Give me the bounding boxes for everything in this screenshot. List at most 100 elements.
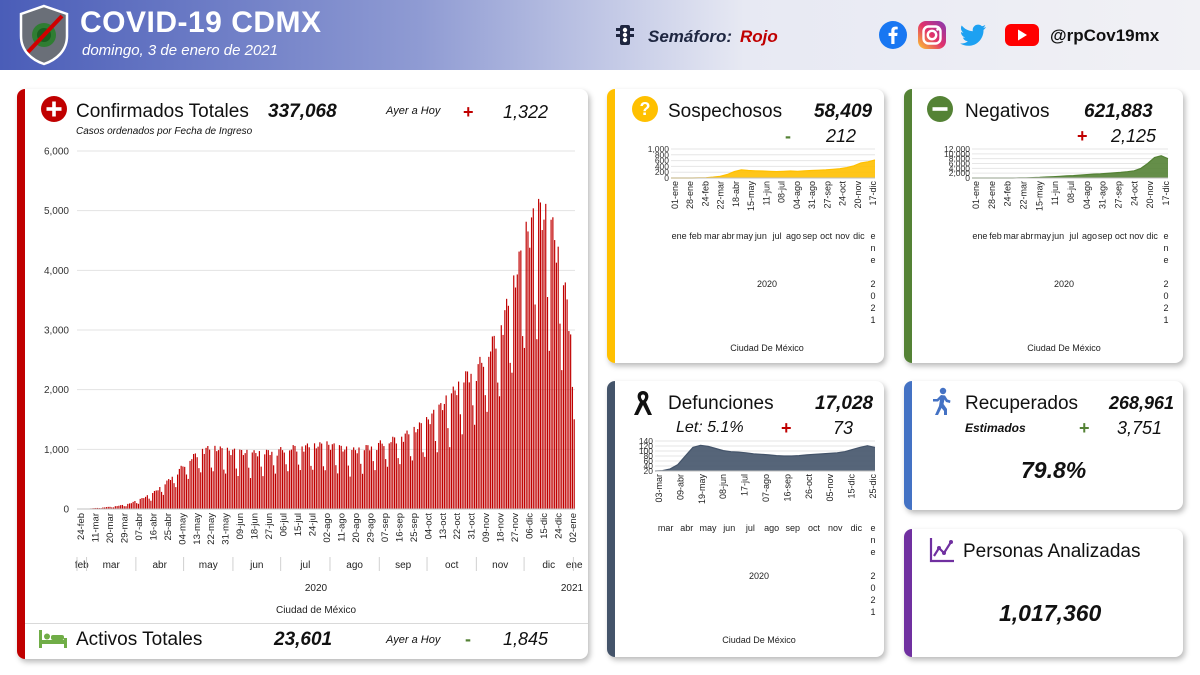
x-date-tick: 09-nov [481, 513, 492, 542]
x-year-label-char: 0 [870, 583, 875, 593]
activos-ayer-label: Ayer a Hoy [386, 634, 441, 646]
recuperados-title: Recuperados [965, 393, 1079, 414]
x-date-tick: 08-jul [1066, 181, 1076, 203]
bar [207, 446, 209, 509]
divider [25, 623, 588, 624]
bar [125, 506, 127, 509]
bar [393, 437, 396, 509]
y-tick-label: 40 [644, 461, 654, 471]
analizadas-total: 1,017,360 [999, 600, 1102, 626]
bar [136, 503, 138, 509]
bar [146, 495, 148, 509]
semaforo-value: Rojo [740, 27, 778, 46]
bar [376, 450, 378, 509]
bar [344, 449, 346, 509]
bar [434, 441, 437, 509]
bar [200, 472, 202, 509]
confirmados-delta: 1,322 [503, 102, 549, 122]
bar [177, 474, 179, 509]
x-month-label-char: n [1163, 243, 1168, 253]
bar [559, 323, 561, 509]
bar [109, 506, 111, 509]
instagram-icon[interactable] [917, 20, 947, 50]
x-month-label: nov [828, 523, 843, 533]
bar [442, 410, 444, 509]
x-year-label-char: 0 [1163, 291, 1168, 301]
x-date-tick: 24-dic [554, 513, 565, 539]
line-chart-icon [929, 538, 954, 563]
bar [570, 334, 572, 509]
x-date-tick: 24-oct [838, 181, 848, 207]
analizadas-card: Personas Analizadas 1,017,360 [904, 529, 1183, 657]
bar [418, 422, 421, 509]
area-series [671, 160, 875, 178]
twitter-handle[interactable]: @rpCov19mx [1050, 26, 1160, 45]
bar [433, 409, 435, 509]
y-tick-label: 0 [965, 173, 970, 183]
bar [402, 441, 405, 509]
bar [493, 335, 495, 509]
question-circle-icon: ? [632, 96, 658, 122]
x-month-label: dic [851, 523, 863, 533]
bar [353, 447, 355, 509]
bar [358, 447, 360, 509]
x-month-label: ago [786, 231, 801, 241]
bar [564, 282, 566, 509]
confirmados-subtitle: Casos ordenados por Fecha de Ingreso [76, 126, 253, 137]
negativos-delta: 2,125 [1111, 126, 1157, 146]
bar [262, 476, 264, 509]
x-date-tick: 29-mar [119, 513, 130, 543]
x-month-label: sep [1098, 231, 1113, 241]
bar [472, 405, 474, 509]
bar [232, 449, 234, 509]
facebook-icon[interactable] [878, 20, 908, 50]
x-date-tick: 07-abr [134, 513, 145, 540]
x-month-label: ago [346, 560, 363, 571]
bar [150, 500, 152, 509]
bar [273, 465, 275, 509]
bar [555, 262, 558, 509]
bar [527, 231, 529, 509]
twitter-icon[interactable] [958, 20, 988, 50]
y-tick-label: 120 [639, 441, 653, 451]
bar [134, 501, 136, 509]
bar [409, 456, 412, 509]
bar [342, 451, 344, 509]
x-date-tick: 03-mar [654, 474, 664, 503]
bar [219, 446, 221, 509]
x-date-tick: 17-jul [740, 474, 750, 496]
x-year-label-char: 1 [870, 607, 875, 617]
bar [265, 449, 268, 509]
analizadas-accent-bar [904, 529, 912, 657]
y-tick-label: 1,000 [648, 144, 670, 154]
bar [257, 456, 259, 509]
x-date-tick: 04-may [177, 513, 188, 545]
bar [267, 450, 269, 509]
bar [447, 428, 449, 509]
bar [221, 448, 223, 509]
bar [465, 371, 467, 509]
bar [292, 445, 294, 509]
activos-delta: 1,845 [503, 629, 549, 649]
bar [274, 473, 276, 509]
bar [349, 476, 351, 509]
x-year-label-char: 2 [870, 595, 875, 605]
bar [354, 450, 357, 509]
negativos-accent-bar [904, 89, 912, 363]
x-month-label: dic [542, 560, 555, 571]
svg-text:?: ? [640, 99, 651, 119]
header-bar: COVID-19 CDMX domingo, 3 de enero de 202… [0, 0, 1200, 70]
bar [490, 351, 492, 509]
bar [365, 445, 367, 509]
youtube-icon[interactable] [1004, 20, 1040, 50]
x-date-tick: 31-may [221, 513, 232, 545]
bar [251, 452, 253, 509]
x-year-label-char: 2 [870, 571, 875, 581]
x-date-tick: 15-dic [847, 474, 857, 499]
x-date-tick: 09-jun [235, 513, 246, 539]
bar [552, 217, 554, 509]
x-month-label: oct [820, 231, 833, 241]
bar [326, 441, 328, 509]
bar [297, 464, 300, 509]
bar [184, 466, 186, 509]
